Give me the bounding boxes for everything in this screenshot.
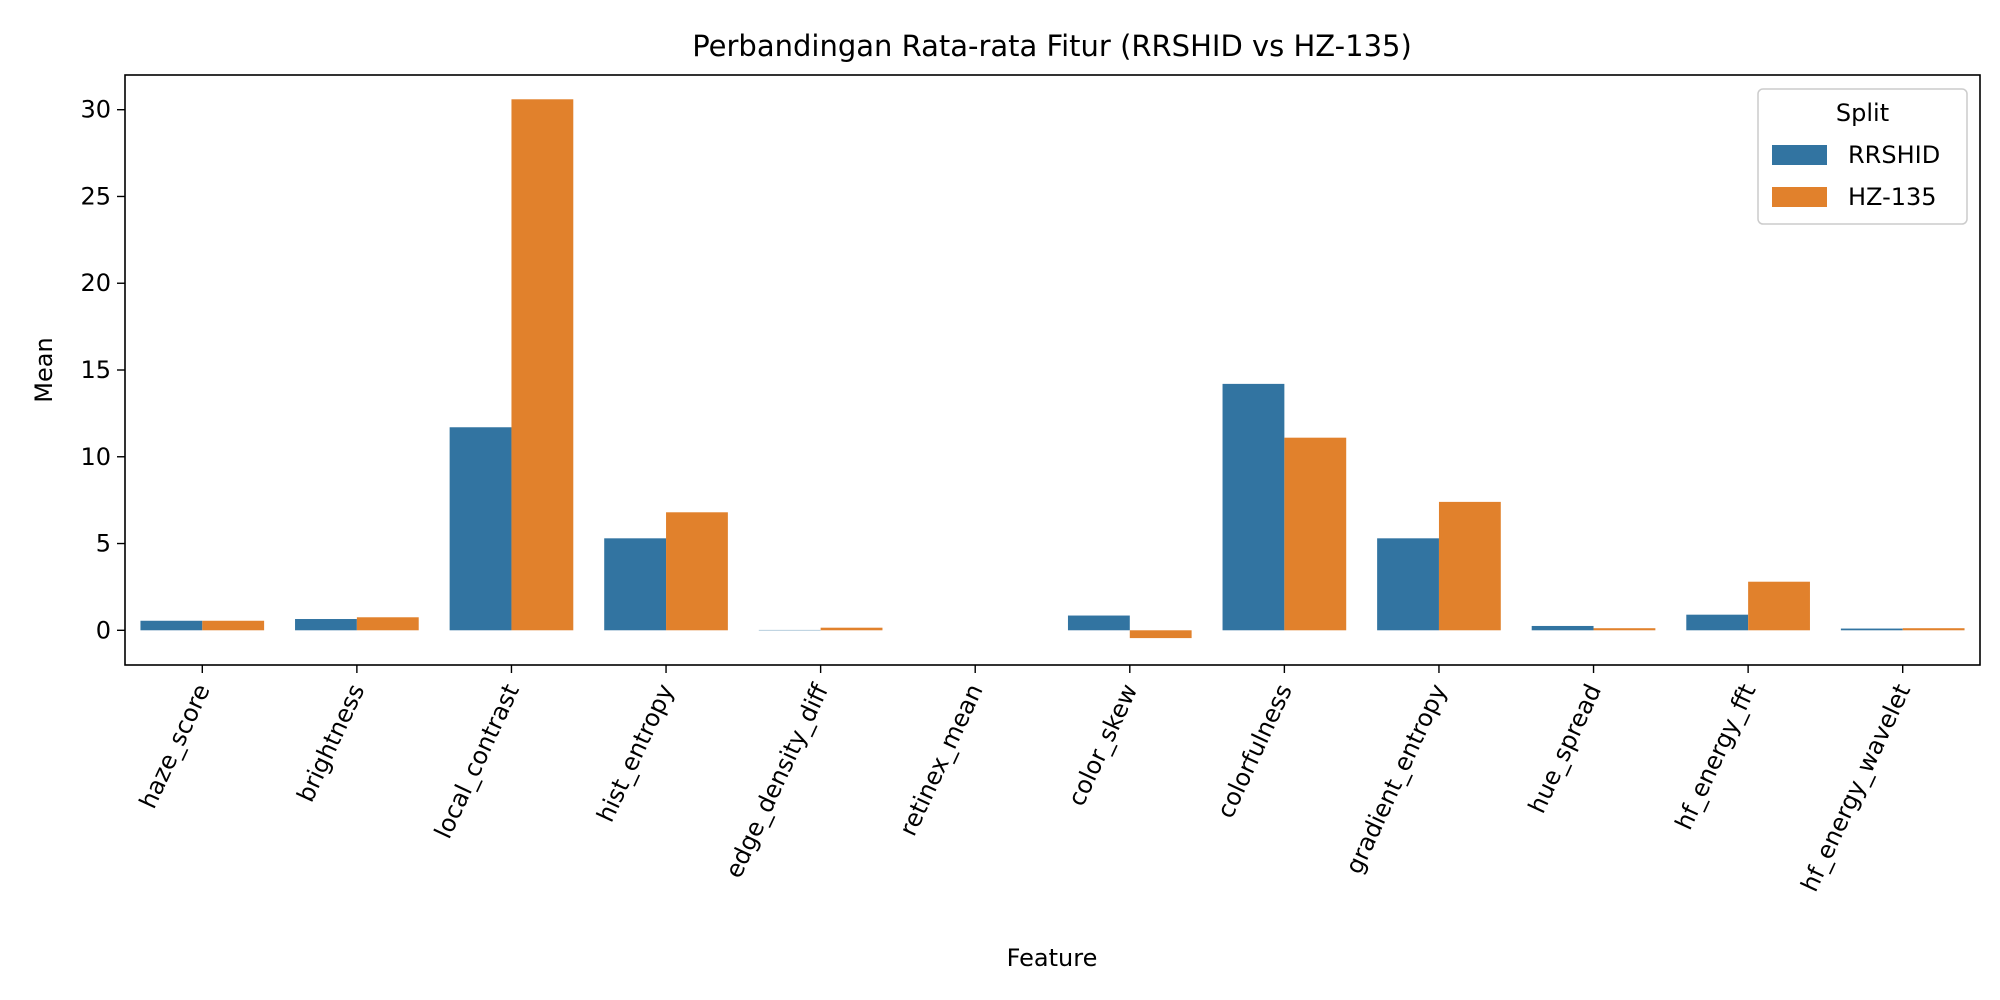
bar-rrshid-colorfulness xyxy=(1222,383,1285,631)
y-tick-label: 20 xyxy=(80,269,111,297)
bar-hz-135-brightness xyxy=(356,617,419,631)
legend-swatch xyxy=(1772,145,1827,165)
y-tick-label: 30 xyxy=(80,96,111,124)
bar-hz-135-local-contrast xyxy=(511,99,574,631)
y-tick-label: 5 xyxy=(96,530,111,558)
x-tick-label: brightness xyxy=(291,680,370,807)
bar-hz-135-gradient-entropy xyxy=(1438,501,1501,631)
y-tick-label: 25 xyxy=(80,182,111,210)
bar-rrshid-color-skew xyxy=(1067,615,1130,631)
x-tick-label: haze_score xyxy=(134,680,216,813)
bar-hz-135-color-skew xyxy=(1129,630,1192,639)
x-tick-label: hist_entropy xyxy=(591,680,679,827)
x-tick-label: color_skew xyxy=(1062,680,1143,811)
legend-title: Split xyxy=(1836,99,1889,127)
bar-rrshid-gradient-entropy xyxy=(1377,538,1439,631)
legend: Split RRSHID HZ-135 xyxy=(1757,88,1968,225)
bar-rrshid-hist-entropy xyxy=(604,538,667,631)
legend-label: HZ-135 xyxy=(1848,183,1937,211)
bar-hz-135-haze-score xyxy=(202,620,265,631)
bar-hz-135-hf-energy-fft xyxy=(1748,581,1810,631)
bar-rrshid-local-contrast xyxy=(449,427,512,631)
legend-swatch xyxy=(1772,187,1827,207)
x-tick-label: retinex_mean xyxy=(894,680,989,840)
bar-hz-135-hist-entropy xyxy=(666,512,728,631)
bar-rrshid-hf-energy-fft xyxy=(1686,614,1749,631)
y-tick-label: 10 xyxy=(80,443,111,471)
bar-rrshid-hue-spread xyxy=(1531,625,1594,631)
bar-hz-135-colorfulness xyxy=(1284,437,1347,631)
y-axis-label: Mean xyxy=(30,337,58,402)
bar-hz-135-edge-density-diff xyxy=(820,627,883,631)
legend-label: RRSHID xyxy=(1848,141,1940,169)
x-tick-label: gradient_entropy xyxy=(1340,680,1452,878)
chart-title: Perbandingan Rata-rata Fitur (RRSHID vs … xyxy=(692,29,1412,63)
x-tick-label: edge_density_diff xyxy=(720,679,835,882)
x-tick-label: colorfulness xyxy=(1211,680,1297,823)
bar-rrshid-haze-score xyxy=(140,620,203,631)
bar-hz-135-hf-energy-wavelet xyxy=(1902,628,1965,631)
bar-hz-135-hue-spread xyxy=(1593,628,1656,631)
y-tick-label: 15 xyxy=(80,356,111,384)
x-axis-label: Feature xyxy=(1007,944,1098,972)
plot-area: 0 5 10 15 20 25 30 haze_score brightness local_co… xyxy=(80,74,1981,896)
x-tick-label: hf_energy_fft xyxy=(1670,680,1762,834)
y-tick-label: 0 xyxy=(96,616,111,644)
x-tick-label: hf_energy_wavelet xyxy=(1795,680,1916,896)
bar-rrshid-brightness xyxy=(295,619,357,631)
plot-frame xyxy=(124,74,1981,666)
x-tick-label: local_contrast xyxy=(429,680,525,843)
x-tick-label: hue_spread xyxy=(1523,680,1607,818)
bar-rrshid-hf-energy-wavelet xyxy=(1840,628,1903,631)
